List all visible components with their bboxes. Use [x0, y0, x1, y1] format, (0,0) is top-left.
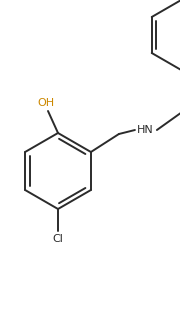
Text: Cl: Cl [53, 234, 63, 244]
Text: HN: HN [137, 125, 154, 135]
Text: OH: OH [37, 98, 55, 108]
